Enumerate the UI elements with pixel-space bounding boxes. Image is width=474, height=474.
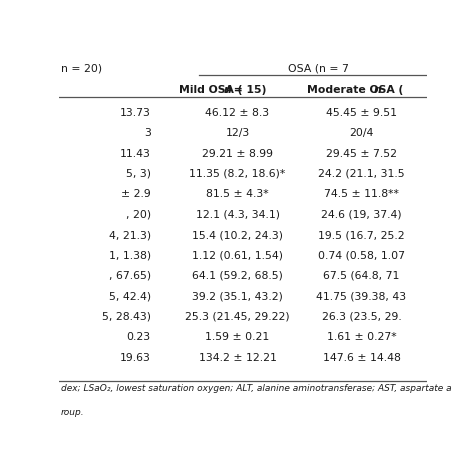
- Text: 46.12 ± 8.3: 46.12 ± 8.3: [205, 108, 270, 118]
- Text: 1.59 ± 0.21: 1.59 ± 0.21: [205, 332, 270, 342]
- Text: ± 2.9: ± 2.9: [121, 189, 151, 200]
- Text: 3: 3: [144, 128, 151, 138]
- Text: 24.2 (21.1, 31.5: 24.2 (21.1, 31.5: [318, 169, 405, 179]
- Text: dex; LSaO₂, lowest saturation oxygen; ALT, alanine aminotransferase; AST, aspart: dex; LSaO₂, lowest saturation oxygen; AL…: [61, 384, 451, 393]
- Text: 5, 42.4): 5, 42.4): [109, 292, 151, 301]
- Text: 15.4 (10.2, 24.3): 15.4 (10.2, 24.3): [192, 230, 283, 240]
- Text: 4, 21.3): 4, 21.3): [109, 230, 151, 240]
- Text: 29.45 ± 7.52: 29.45 ± 7.52: [326, 148, 397, 158]
- Text: 39.2 (35.1, 43.2): 39.2 (35.1, 43.2): [192, 292, 283, 301]
- Text: Moderate OSA (: Moderate OSA (: [307, 85, 404, 95]
- Text: 45.45 ± 9.51: 45.45 ± 9.51: [326, 108, 397, 118]
- Text: roup.: roup.: [61, 408, 84, 417]
- Text: 0.74 (0.58, 1.07: 0.74 (0.58, 1.07: [318, 251, 405, 261]
- Text: n = 20): n = 20): [61, 64, 102, 74]
- Text: 25.3 (21.45, 29.22): 25.3 (21.45, 29.22): [185, 312, 290, 322]
- Text: 41.75 (39.38, 43: 41.75 (39.38, 43: [317, 292, 407, 301]
- Text: 11.43: 11.43: [120, 148, 151, 158]
- Text: 5, 28.43): 5, 28.43): [102, 312, 151, 322]
- Text: , 67.65): , 67.65): [109, 271, 151, 281]
- Text: = 15): = 15): [230, 85, 266, 95]
- Text: Mild OSA (: Mild OSA (: [179, 85, 243, 95]
- Text: 147.6 ± 14.48: 147.6 ± 14.48: [323, 353, 401, 363]
- Text: 74.5 ± 11.8**: 74.5 ± 11.8**: [324, 189, 399, 200]
- Text: 11.35 (8.2, 18.6)*: 11.35 (8.2, 18.6)*: [190, 169, 286, 179]
- Text: 1.61 ± 0.27*: 1.61 ± 0.27*: [327, 332, 396, 342]
- Text: n: n: [374, 85, 382, 95]
- Text: 24.6 (19, 37.4): 24.6 (19, 37.4): [321, 210, 402, 220]
- Text: 64.1 (59.2, 68.5): 64.1 (59.2, 68.5): [192, 271, 283, 281]
- Text: 12/3: 12/3: [225, 128, 250, 138]
- Text: 67.5 (64.8, 71: 67.5 (64.8, 71: [323, 271, 400, 281]
- Text: 1.12 (0.61, 1.54): 1.12 (0.61, 1.54): [192, 251, 283, 261]
- Text: 5, 3): 5, 3): [126, 169, 151, 179]
- Text: 1, 1.38): 1, 1.38): [109, 251, 151, 261]
- Text: 81.5 ± 4.3*: 81.5 ± 4.3*: [206, 189, 269, 200]
- Text: 12.1 (4.3, 34.1): 12.1 (4.3, 34.1): [195, 210, 280, 220]
- Text: n: n: [224, 85, 231, 95]
- Text: , 20): , 20): [126, 210, 151, 220]
- Text: 29.21 ± 8.99: 29.21 ± 8.99: [202, 148, 273, 158]
- Text: 19.63: 19.63: [120, 353, 151, 363]
- Text: 19.5 (16.7, 25.2: 19.5 (16.7, 25.2: [318, 230, 405, 240]
- Text: 20/4: 20/4: [349, 128, 374, 138]
- Text: 13.73: 13.73: [120, 108, 151, 118]
- Text: 0.23: 0.23: [127, 332, 151, 342]
- Text: 134.2 ± 12.21: 134.2 ± 12.21: [199, 353, 276, 363]
- Text: 26.3 (23.5, 29.: 26.3 (23.5, 29.: [322, 312, 401, 322]
- Text: OSA (n = 7: OSA (n = 7: [288, 64, 349, 74]
